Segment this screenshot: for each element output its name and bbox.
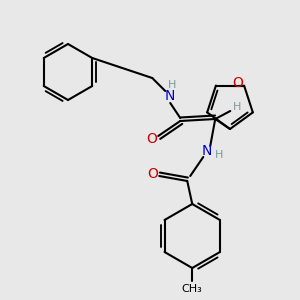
- Text: H: H: [233, 102, 242, 112]
- Text: O: O: [146, 132, 157, 146]
- Text: CH₃: CH₃: [182, 284, 202, 294]
- Text: N: N: [202, 144, 212, 158]
- Text: H: H: [168, 80, 176, 90]
- Text: O: O: [232, 76, 243, 90]
- Text: N: N: [165, 89, 175, 103]
- Text: H: H: [215, 150, 224, 160]
- Text: O: O: [147, 167, 158, 181]
